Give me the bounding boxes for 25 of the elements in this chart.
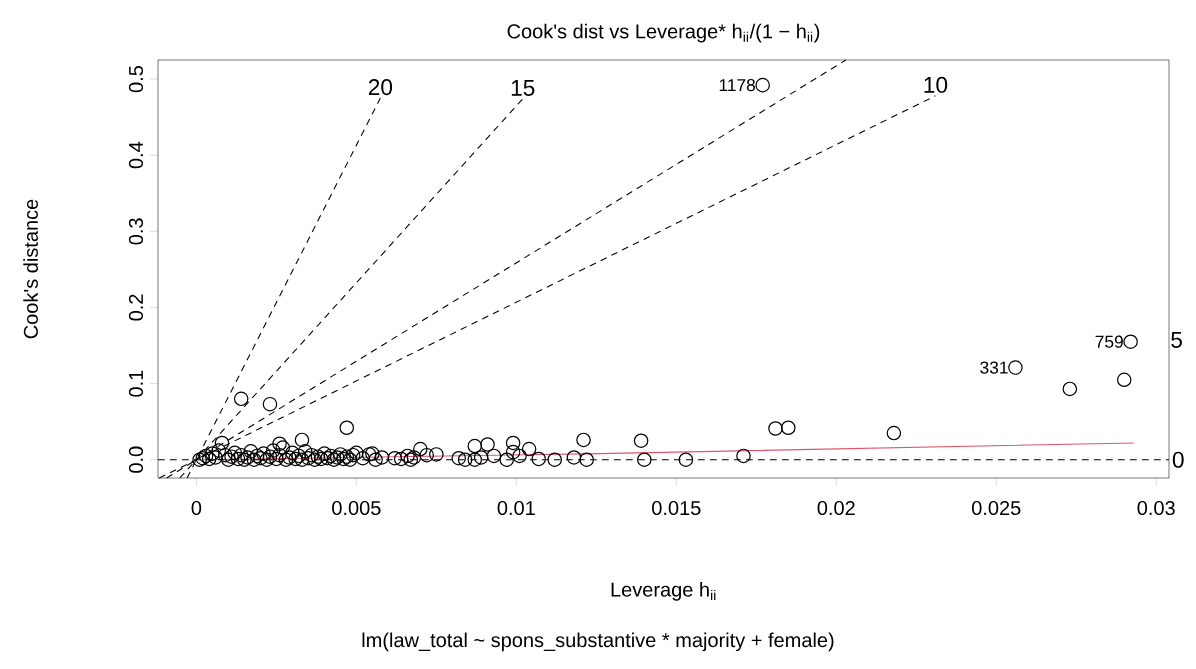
- y-tick-label: 0.4: [128, 141, 144, 169]
- chart-title: Cook's dist vs Leverage* h$_{ii}$/(1 − h$_{ii}$): [507, 23, 820, 43]
- text: 5: [1171, 332, 1182, 348]
- y-tick-label: 0.2: [128, 294, 144, 321]
- series-label: 0: [1172, 451, 1184, 468]
- y-tick-label: 0.3: [128, 218, 144, 245]
- x-tick-label: 0.005: [332, 500, 381, 516]
- x-tick-label: 0.02: [817, 500, 855, 516]
- x-tick-label: 0.01: [497, 500, 535, 516]
- annotation: 759: [1095, 335, 1123, 348]
- y-tick-label: 0.5: [128, 65, 144, 93]
- y-axis-title: Cook's distance: [23, 199, 38, 339]
- series-label: 10: [924, 76, 948, 93]
- series-label: 15: [511, 80, 535, 96]
- x-tick-label: 0.015: [652, 500, 701, 516]
- y-tick-label: 0.1: [128, 370, 144, 397]
- y-tick-label: 0.0: [128, 446, 144, 473]
- series-label: 20: [368, 79, 393, 96]
- x-tick-label: 0.025: [971, 500, 1021, 516]
- x-tick-label: 0: [191, 500, 202, 516]
- x-tick-label: 0.03: [1137, 500, 1175, 516]
- annotation: 1178: [719, 78, 755, 92]
- text: lm(law_total ~ spons_substantive * majority + female): [362, 632, 834, 652]
- annotation: 331: [980, 361, 1008, 374]
- x-axis-title: Leverage h$_{ii}$: [611, 582, 716, 601]
